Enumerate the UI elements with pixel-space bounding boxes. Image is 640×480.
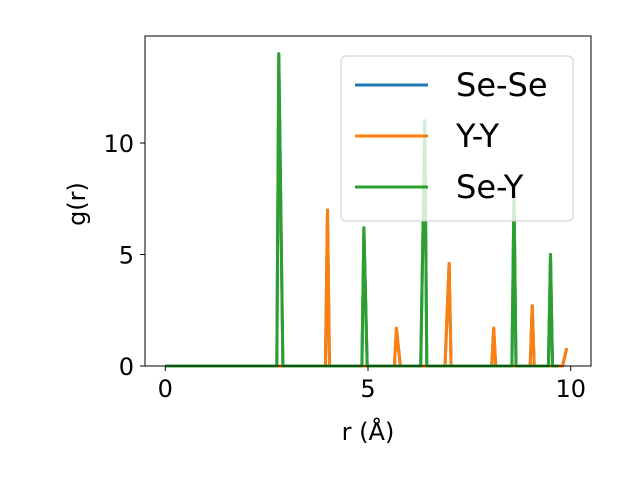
x-tick-label: 5	[360, 375, 375, 403]
legend-label: Se-Se	[456, 66, 548, 104]
legend-label: Y-Y	[455, 117, 500, 155]
series-line-y-y	[165, 208, 569, 368]
y-tick-label: 0	[119, 353, 134, 381]
x-tick-label: 0	[158, 375, 173, 403]
axes-layer: 0 5 10 0 5 10	[103, 35, 592, 403]
y-axis-label: g(r)	[63, 182, 91, 226]
legend-box	[340, 55, 574, 222]
y-tick-label: 10	[103, 130, 134, 158]
legend-label: Se-Y	[456, 168, 524, 206]
x-axis-label: r (Å)	[342, 417, 395, 446]
y-tick-label: 5	[119, 242, 134, 270]
legend: Se-Se Y-Y Se-Y	[340, 55, 574, 222]
x-tick-label: 10	[555, 375, 586, 403]
